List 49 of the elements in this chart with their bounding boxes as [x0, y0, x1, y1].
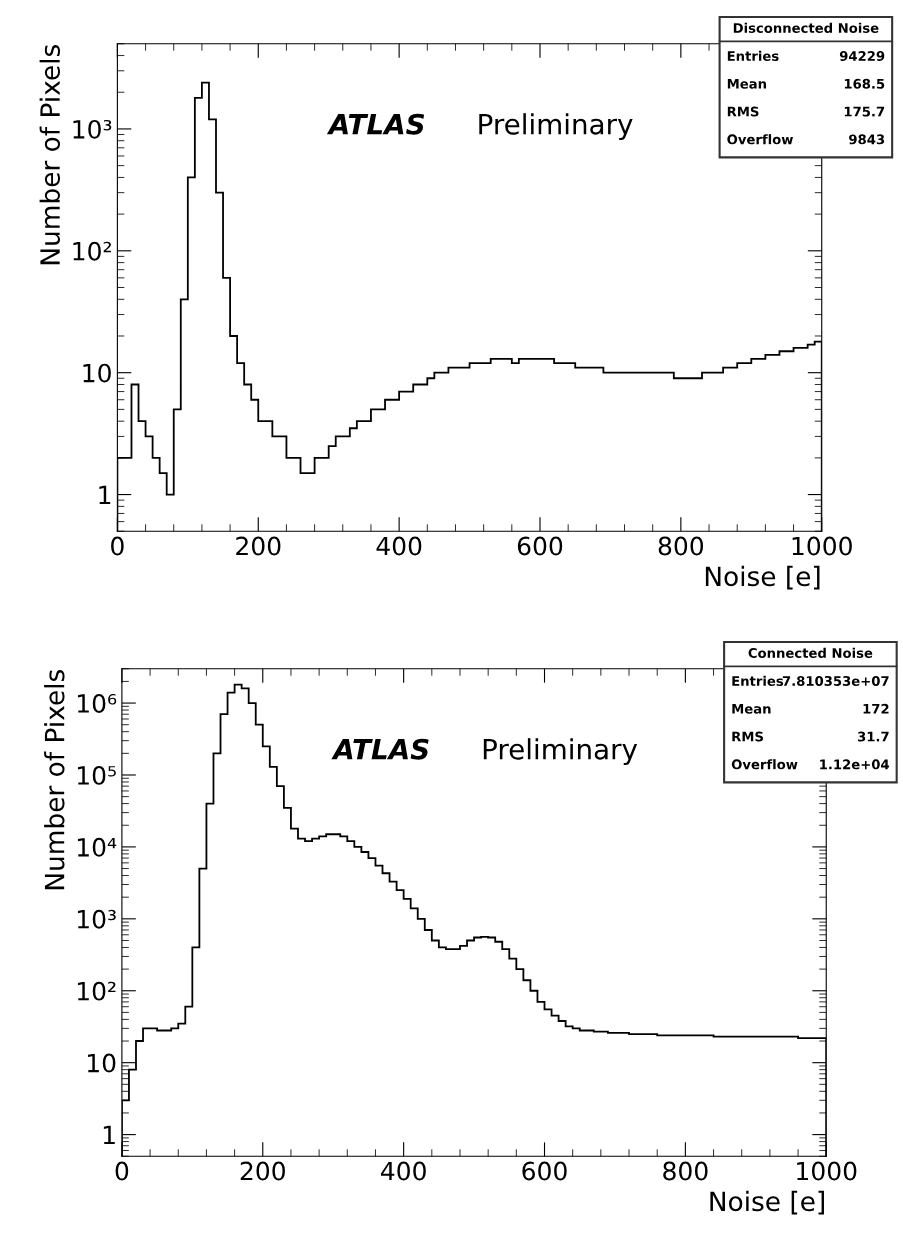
text: 9843 — [849, 134, 885, 145]
annotation: RMS — [732, 731, 763, 742]
annotation: Preliminary — [479, 113, 633, 141]
annotation: Mean — [732, 703, 771, 714]
text: 31.7 — [857, 731, 889, 742]
x-axis-title: Noise [e] — [710, 1190, 824, 1215]
annotation: Overflow — [731, 759, 798, 770]
x-tick-label: 1000 — [797, 1161, 857, 1181]
y-tick-label: 10 — [87, 1053, 116, 1073]
annotation: Entries — [727, 50, 779, 61]
x-tick-label: 800 — [658, 536, 704, 556]
annotation: ATLAS — [331, 738, 429, 760]
x-tick-label: 200 — [236, 536, 281, 556]
y-tick-label: 10⁴ — [77, 837, 117, 857]
y-tick-label: 10⁶ — [77, 694, 117, 713]
y-tick-label: 10³ — [77, 909, 116, 929]
annotation: Overflow — [727, 134, 793, 145]
y-axis-title: Number of Pixels — [44, 670, 65, 890]
x-tick-label: 600 — [522, 1161, 567, 1181]
annotation: 7.810353e+07 — [782, 676, 889, 686]
x-tick-label: 400 — [381, 1161, 426, 1181]
annotation: Preliminary — [483, 738, 638, 766]
x-tick-label: 0 — [115, 1161, 129, 1181]
chart-title: Connected Noise — [748, 647, 873, 658]
chart-title: Disconnected Noise — [733, 22, 879, 33]
x-tick-label: 600 — [517, 536, 563, 556]
x-axis-title: Noise [e] — [705, 565, 820, 590]
x-tick-label: 0 — [111, 536, 124, 556]
annotation: ATLAS — [326, 113, 425, 135]
text: 168.5 — [844, 78, 885, 89]
x-tick-label: 1000 — [792, 536, 852, 556]
y-tick-label: 10³ — [73, 119, 112, 139]
annotation: 1.12e+04 — [820, 759, 890, 770]
x-tick-label: 800 — [663, 1161, 708, 1181]
text: 175.7 — [844, 106, 885, 117]
text: 172 — [863, 703, 889, 714]
y-tick-label: 10 — [83, 363, 111, 383]
y-tick-label: 1 — [99, 485, 111, 505]
y-tick-label: 1 — [103, 1125, 115, 1145]
y-tick-label: 10² — [73, 241, 111, 261]
x-tick-label: 200 — [240, 1161, 285, 1181]
x-tick-label: 400 — [376, 536, 422, 556]
annotation: Entries — [732, 675, 784, 686]
text: 94229 — [839, 51, 885, 61]
annotation: Mean — [727, 78, 766, 89]
y-tick-label: 10⁵ — [77, 765, 116, 785]
annotation: RMS — [727, 106, 759, 117]
y-axis-title: Number of Pixels — [39, 45, 61, 265]
y-tick-label: 10² — [77, 981, 116, 1001]
